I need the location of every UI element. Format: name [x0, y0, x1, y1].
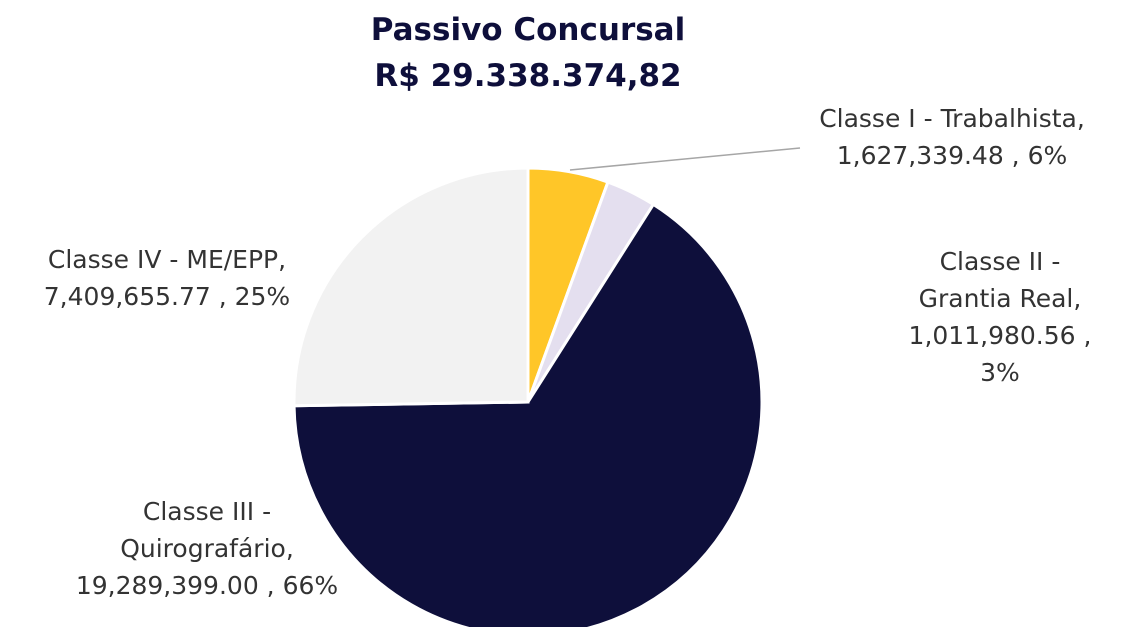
- pie-slice: [292, 166, 530, 408]
- data-label: Classe II - Grantia Real, 1,011,980.56 , 3%: [909, 247, 1092, 387]
- category-label: Quirografário,: [120, 534, 294, 563]
- percent-label: 6%: [1028, 141, 1068, 170]
- value-label: 19,289,399.00 ,: [76, 571, 283, 600]
- chart-subtitle: R$ 29.338.374,82: [374, 58, 681, 94]
- category-label: Classe IV - ME/EPP,: [48, 245, 286, 274]
- value-label: 1,627,339.48 ,: [837, 141, 1028, 170]
- value-label: 1,011,980.56 ,: [909, 321, 1092, 350]
- category-label: Classe III -: [143, 497, 271, 526]
- chart-title: Passivo Concursal: [371, 12, 685, 48]
- data-label: Classe III - Quirografário, 19,289,399.00 …: [76, 497, 338, 600]
- percent-label: 66%: [283, 571, 339, 600]
- percent-label: 25%: [235, 282, 291, 311]
- labels: Classe I - Trabalhista, 1,627,339.48 , 6%…: [44, 104, 1092, 600]
- pie-slice: [292, 202, 764, 627]
- data-label: Classe IV - ME/EPP, 7,409,655.77 , 25%: [44, 245, 290, 311]
- leader-line: [569, 147, 801, 171]
- percent-label: 3%: [980, 358, 1020, 387]
- category-label: Classe I - Trabalhista,: [819, 104, 1085, 133]
- category-label: Classe II -: [940, 247, 1061, 276]
- data-label: Classe I - Trabalhista, 1,627,339.48 , 6%: [819, 104, 1085, 170]
- category-label: Grantia Real,: [919, 284, 1082, 313]
- slices: [292, 166, 764, 627]
- value-label: 7,409,655.77 ,: [44, 282, 235, 311]
